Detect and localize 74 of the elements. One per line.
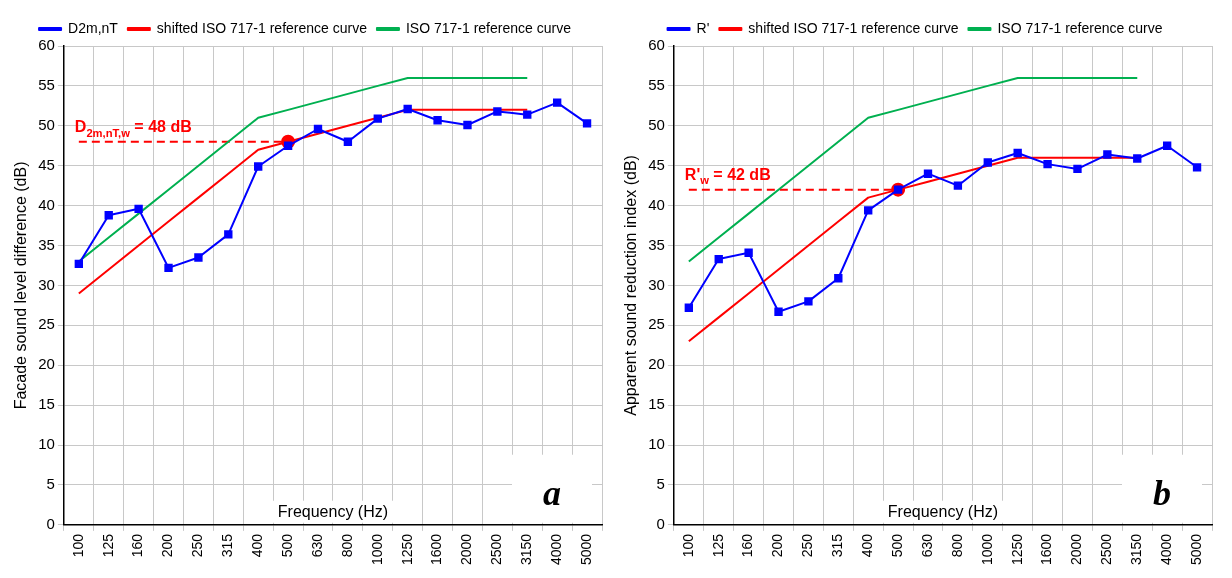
- y-tick-label: 0: [656, 515, 665, 532]
- x-tick-label: 200: [769, 533, 786, 558]
- legend-label: shifted ISO 717-1 reference curve: [156, 19, 368, 36]
- x-tick-label: 250: [189, 533, 206, 558]
- x-tick-label: 4000: [1158, 533, 1175, 566]
- y-axis-title: Apparent sound reduction index (dB): [622, 155, 640, 416]
- y-tick-label: 45: [38, 155, 55, 173]
- x-tick-label: 2500: [1098, 533, 1115, 566]
- legend-label: ISO 717-1 reference curve: [997, 19, 1163, 36]
- y-tick-label: 50: [38, 115, 55, 133]
- x-axis-title: Frequency (Hz): [887, 502, 999, 520]
- x-tick-label: 3150: [518, 533, 535, 566]
- x-axis-title: Frequency (Hz): [277, 502, 389, 520]
- x-tick-label: 3150: [1128, 533, 1145, 566]
- y-tick-label: 55: [38, 76, 55, 94]
- legend-label: shifted ISO 717-1 reference curve: [748, 19, 959, 36]
- y-tick-label: 20: [38, 355, 55, 373]
- x-tick-label: 160: [739, 533, 756, 558]
- y-tick-label: 5: [656, 475, 665, 493]
- legend-label: ISO 717-1 reference curve: [405, 19, 572, 36]
- x-tick-label: 1250: [1008, 533, 1025, 566]
- y-tick-label: 5: [46, 475, 55, 493]
- y-tick-label: 40: [648, 195, 665, 213]
- x-tick-label: 125: [99, 533, 116, 558]
- y-tick-label: 25: [648, 315, 665, 333]
- x-tick-label: 630: [918, 533, 935, 558]
- y-tick-label: 20: [648, 355, 665, 373]
- y-tick-label: 35: [648, 235, 665, 253]
- x-tick-label: 315: [219, 533, 236, 558]
- y-tick-label: 10: [648, 435, 665, 453]
- y-tick-label: 60: [648, 36, 665, 54]
- x-tick-label: 800: [948, 533, 965, 558]
- x-tick-label: 250: [799, 533, 816, 558]
- x-tick-label: 800: [338, 533, 355, 558]
- x-tick-label: 400: [249, 533, 266, 558]
- x-tick-label: 1600: [428, 533, 445, 566]
- x-tick-label: 1600: [1038, 533, 1055, 566]
- x-tick-label: 4000: [548, 533, 565, 566]
- y-tick-label: 40: [38, 195, 55, 213]
- x-tick-label: 5000: [1187, 533, 1204, 566]
- x-tick-label: 500: [278, 533, 295, 558]
- y-axis-title: Facade sound level difference (dB): [12, 161, 30, 410]
- annotation: b: [1153, 472, 1171, 513]
- y-tick-label: 30: [648, 275, 665, 293]
- x-tick-label: 2500: [488, 533, 505, 566]
- x-tick-label: 125: [709, 533, 726, 558]
- annotation: a: [543, 472, 561, 513]
- y-tick-label: 60: [38, 36, 55, 54]
- y-tick-label: 15: [648, 395, 665, 413]
- legend-label: D2m,nT: [68, 19, 119, 36]
- x-tick-label: 5000: [577, 533, 594, 566]
- x-tick-label: 2000: [458, 533, 475, 566]
- x-tick-label: 100: [679, 533, 696, 558]
- y-tick-label: 30: [38, 275, 55, 293]
- x-tick-label: 315: [829, 533, 846, 558]
- x-tick-label: 630: [308, 533, 325, 558]
- y-tick-label: 0: [46, 515, 55, 532]
- x-tick-label: 2000: [1068, 533, 1085, 566]
- x-tick-label: 500: [888, 533, 905, 558]
- y-tick-label: 50: [648, 115, 665, 133]
- x-tick-label: 200: [159, 533, 176, 558]
- legend-label: R': [696, 19, 710, 36]
- x-tick-label: 1250: [398, 533, 415, 566]
- x-tick-label: 1000: [978, 533, 995, 566]
- y-tick-label: 25: [38, 315, 55, 333]
- x-tick-label: 100: [69, 533, 86, 558]
- y-tick-label: 55: [648, 76, 665, 94]
- y-tick-label: 15: [38, 395, 55, 413]
- x-tick-label: 400: [859, 533, 876, 558]
- x-tick-label: 160: [129, 533, 146, 558]
- y-tick-label: 10: [38, 435, 55, 453]
- y-tick-label: 35: [38, 235, 55, 253]
- y-tick-label: 45: [648, 155, 665, 173]
- x-tick-label: 1000: [368, 533, 385, 566]
